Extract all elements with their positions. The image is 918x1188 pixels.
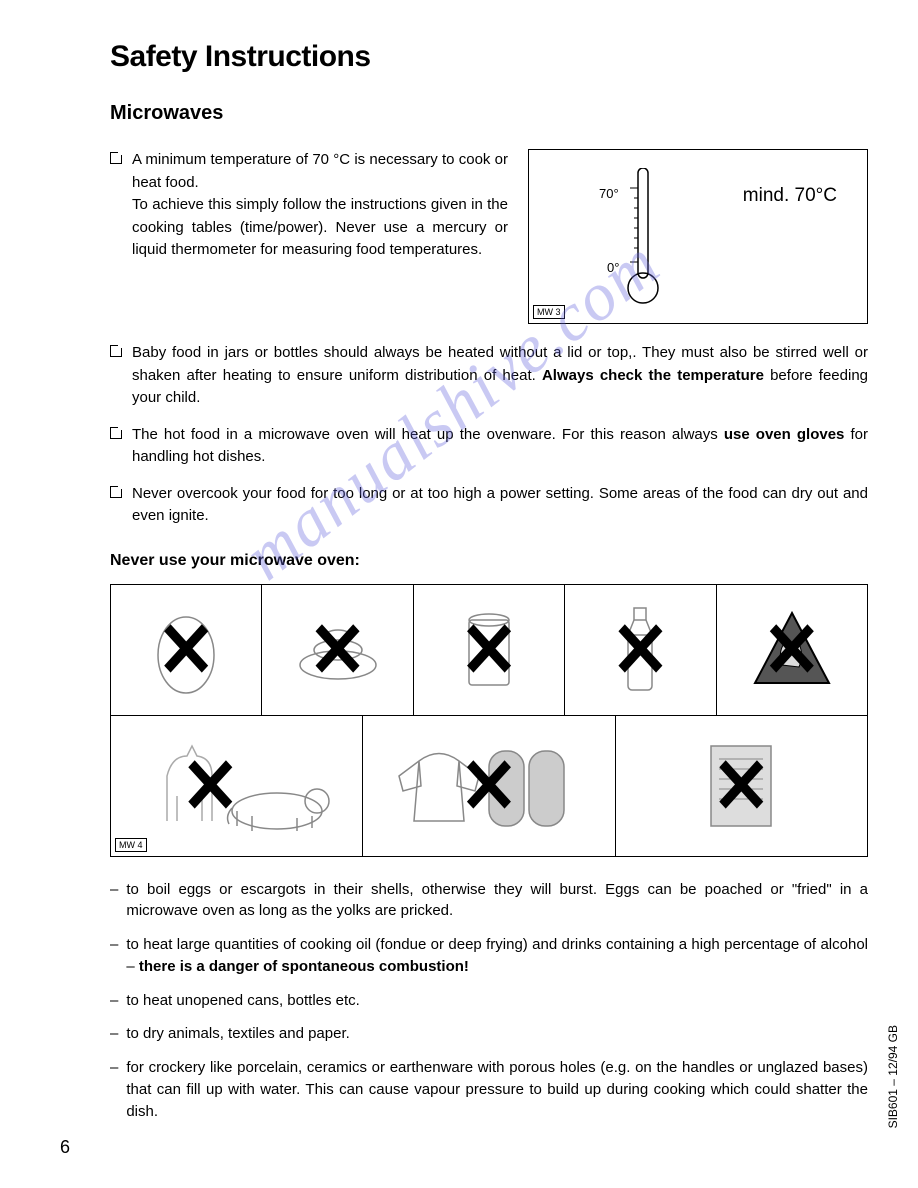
- item-4-text: Never overcook your food for too long or…: [132, 483, 868, 528]
- dash-4-text: to dry animals, textiles and paper.: [126, 1023, 868, 1045]
- dash-2: – to heat large quantities of cooking oi…: [110, 934, 868, 978]
- item-1-line1: A minimum temperature of 70 °C is necess…: [132, 151, 508, 191]
- dash-2-bold: there is a danger of spontaneous combust…: [139, 958, 469, 975]
- dash-5: – for crockery like porcelain, ceramics …: [110, 1057, 868, 1122]
- grid-row-1: ✕ ✕ ✕ ✕ ✕: [111, 585, 867, 716]
- dash-1-text: to boil eggs or escargots in their shell…: [126, 879, 868, 923]
- grid-row-2: ✕ ✕ ✕: [111, 716, 867, 856]
- section-heading: Microwaves: [110, 102, 868, 125]
- cell-textiles: ✕: [363, 716, 615, 856]
- page-number: 6: [60, 1137, 70, 1158]
- cell-egg: ✕: [111, 585, 262, 715]
- diagram-tag-mw4: MW 4: [115, 838, 147, 852]
- item-2-text: Baby food in jars or bottles should alwa…: [132, 342, 868, 410]
- thermometer-icon: [624, 168, 664, 308]
- dash-4: – to dry animals, textiles and paper.: [110, 1023, 868, 1045]
- item-3-bold: use oven gloves: [724, 426, 845, 443]
- dash-marker: –: [110, 1023, 118, 1045]
- dash-3-text: to heat unopened cans, bottles etc.: [126, 990, 868, 1012]
- item-3: The hot food in a microwave oven will he…: [110, 424, 868, 469]
- item-3-text: The hot food in a microwave oven will he…: [132, 424, 868, 469]
- diagram-tag-mw3: MW 3: [533, 305, 565, 319]
- item-1-text: A minimum temperature of 70 °C is necess…: [132, 149, 508, 324]
- paper-icon: [691, 731, 791, 841]
- item-1-line2: To achieve this simply follow the instru…: [132, 196, 508, 258]
- checkbox-icon: [110, 152, 122, 164]
- can-icon: [459, 605, 519, 695]
- prohibited-items-grid: ✕ ✕ ✕ ✕ ✕ ✕: [110, 584, 868, 857]
- egg-icon: [151, 605, 221, 695]
- thermo-label: mind. 70°C: [743, 185, 837, 207]
- item-4-pre: Never overcook your food for too long or…: [132, 485, 868, 525]
- fire-triangle-icon: [747, 605, 837, 695]
- item-2: Baby food in jars or bottles should alwa…: [110, 342, 868, 410]
- item-3-pre: The hot food in a microwave oven will he…: [132, 426, 724, 443]
- document-ref: SIB601 – 12/94 GB: [886, 1025, 900, 1128]
- cell-can: ✕: [414, 585, 565, 715]
- bottle-icon: [620, 600, 660, 700]
- textiles-icon: [389, 731, 589, 841]
- dash-marker: –: [110, 879, 118, 923]
- oil-pot-icon: [293, 615, 383, 685]
- first-item-row: A minimum temperature of 70 °C is necess…: [110, 149, 868, 324]
- cell-bottle: ✕: [565, 585, 716, 715]
- item-2-bold: Always check the temperature: [542, 367, 764, 384]
- dash-3: – to heat unopened cans, bottles etc.: [110, 990, 868, 1012]
- animals-icon: [137, 726, 337, 846]
- dash-marker: –: [110, 934, 118, 978]
- dash-2-text: to heat large quantities of cooking oil …: [126, 934, 868, 978]
- dash-marker: –: [110, 1057, 118, 1122]
- item-4: Never overcook your food for too long or…: [110, 483, 868, 528]
- checkbox-icon: [110, 427, 122, 439]
- dash-1: – to boil eggs or escargots in their she…: [110, 879, 868, 923]
- dash-5-text: for crockery like porcelain, ceramics or…: [126, 1057, 868, 1122]
- dash-marker: –: [110, 990, 118, 1012]
- checkbox-icon: [110, 486, 122, 498]
- checkbox-icon: [110, 345, 122, 357]
- cell-fire: ✕: [717, 585, 867, 715]
- cell-oil: ✕: [262, 585, 413, 715]
- cell-crockery: ✕: [616, 716, 867, 856]
- thermometer-diagram: 70° 0° mind. 70°C MW 3: [528, 149, 868, 324]
- cell-animals: ✕: [111, 716, 363, 856]
- page-title: Safety Instructions: [110, 40, 868, 74]
- thermo-tick-0: 0°: [607, 260, 619, 275]
- never-use-heading: Never use your microwave oven:: [110, 552, 868, 570]
- thermo-tick-70: 70°: [599, 186, 619, 201]
